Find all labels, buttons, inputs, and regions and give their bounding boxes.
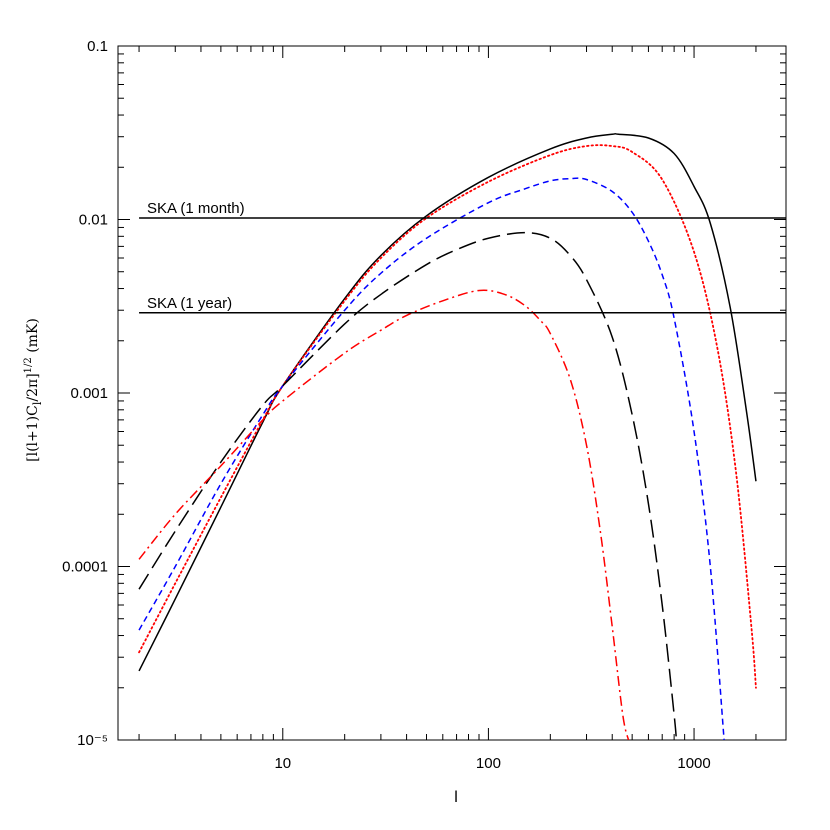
y-tick-label: 0.0001 [62,559,108,576]
plot-frame [117,45,787,741]
tick-labels: 10 100 1000 0.1 0.01 0.001 0.0001 10⁻⁵ [62,38,711,772]
series-line-1 [138,133,757,672]
series-line-4 [138,231,678,740]
x-tick-label: 10 [274,755,291,772]
y-tick-label: 0.1 [87,38,108,55]
y-axis-label: [l(l+1)Cl/2π]1/2 (mK) [23,318,44,462]
annotations: SKA (1 month) SKA (1 year) [139,200,786,314]
series-line-2 [138,144,757,689]
x-tick-label: 100 [476,755,501,772]
y-tick-label: 10⁻⁵ [77,732,108,749]
x-axis-label: l [454,789,458,806]
series-line-3 [138,177,725,740]
y-tick-label: 0.01 [79,212,108,229]
series-line-5 [138,289,630,740]
x-tick-label: 1000 [677,755,710,772]
axis-ticks [118,45,786,741]
sensitivity-label: SKA (1 month) [147,200,245,217]
sensitivity-label: SKA (1 year) [147,295,232,312]
y-tick-label: 0.001 [70,385,108,402]
series-group [138,133,757,740]
